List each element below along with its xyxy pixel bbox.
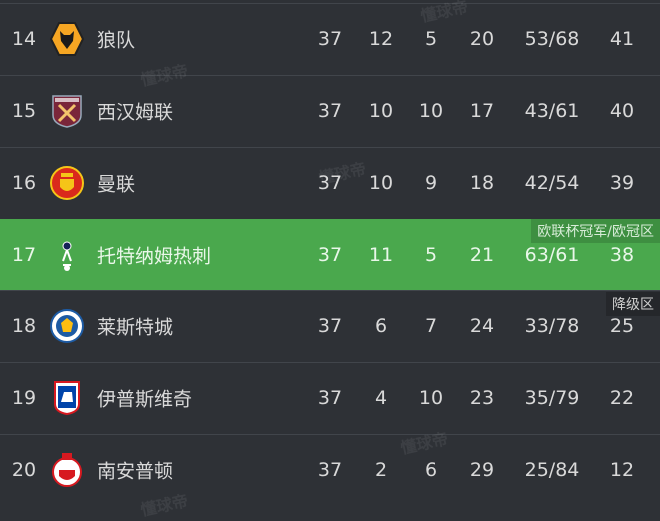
won-value: 10: [368, 100, 394, 122]
goals-value: 43/61: [524, 100, 580, 122]
team-name[interactable]: 曼联: [97, 173, 136, 196]
lost-value: 21: [469, 243, 495, 266]
goals-value: 53/68: [524, 28, 580, 50]
team-name[interactable]: 西汉姆联: [97, 101, 174, 124]
played-value: 37: [317, 459, 343, 481]
drawn-value: 10: [418, 387, 444, 409]
table-row[interactable]: 17 托特纳姆热刺 37 11 5 21 63/61 38 欧联杯冠军/欧冠区: [0, 219, 660, 290]
points-value: 25: [609, 315, 635, 337]
played-value: 37: [317, 243, 343, 266]
played-value: 37: [317, 100, 343, 122]
played-value: 37: [317, 315, 343, 337]
table-row[interactable]: 14 狼队 37 12 5 20 53/68 41: [0, 3, 660, 74]
rank: 14: [11, 28, 37, 50]
points-value: 12: [609, 459, 635, 481]
team-name[interactable]: 狼队: [97, 29, 136, 52]
won-value: 4: [374, 387, 388, 409]
table-row[interactable]: 18 莱斯特城 37 6 7 24 33/78 25 降级区: [0, 290, 660, 361]
table-row[interactable]: 15 西汉姆联 37 10 10 17 43/61 40: [0, 75, 660, 146]
played-value: 37: [317, 172, 343, 194]
drawn-value: 10: [418, 100, 444, 122]
table-row[interactable]: 16 曼联 37 10 9 18 42/54 39: [0, 147, 660, 218]
played-value: 37: [317, 28, 343, 50]
won-value: 10: [368, 172, 394, 194]
team-name[interactable]: 南安普顿: [97, 460, 174, 483]
rank: 16: [11, 172, 37, 194]
goals-value: 63/61: [524, 243, 580, 266]
team-name[interactable]: 托特纳姆热刺: [97, 245, 212, 267]
zone-badge: 降级区: [606, 292, 660, 316]
table-row[interactable]: 19 伊普斯维奇 37 4 10 23 35/79 22: [0, 362, 660, 433]
rank: 19: [11, 387, 37, 409]
man-utd-crest-icon: [49, 165, 85, 201]
won-value: 6: [374, 315, 388, 337]
lost-value: 29: [469, 459, 495, 481]
lost-value: 20: [469, 28, 495, 50]
rank: 15: [11, 100, 37, 122]
rank: 18: [11, 315, 37, 337]
points-value: 22: [609, 387, 635, 409]
points-value: 41: [609, 28, 635, 50]
tottenham-crest-icon: [49, 237, 85, 273]
goals-value: 42/54: [524, 172, 580, 194]
points-value: 40: [609, 100, 635, 122]
won-value: 11: [368, 243, 394, 266]
drawn-value: 7: [424, 315, 438, 337]
points-value: 39: [609, 172, 635, 194]
points-value: 38: [609, 243, 635, 266]
drawn-value: 5: [424, 28, 438, 50]
drawn-value: 9: [424, 172, 438, 194]
lost-value: 24: [469, 315, 495, 337]
zone-badge: 欧联杯冠军/欧冠区: [531, 219, 660, 243]
wolves-crest-icon: [49, 21, 85, 57]
drawn-value: 6: [424, 459, 438, 481]
team-name[interactable]: 伊普斯维奇: [97, 388, 193, 411]
table-row[interactable]: 20 南安普顿 37 2 6 29 25/84 12: [0, 434, 660, 505]
won-value: 2: [374, 459, 388, 481]
southampton-crest-icon: [49, 452, 85, 488]
played-value: 37: [317, 387, 343, 409]
rank: 20: [11, 459, 37, 481]
drawn-value: 5: [424, 243, 438, 266]
won-value: 12: [368, 28, 394, 50]
ipswich-crest-icon: [49, 380, 85, 416]
west-ham-crest-icon: [49, 93, 85, 129]
rank: 17: [11, 243, 37, 266]
leicester-crest-icon: [49, 308, 85, 344]
lost-value: 17: [469, 100, 495, 122]
goals-value: 33/78: [524, 315, 580, 337]
lost-value: 23: [469, 387, 495, 409]
goals-value: 25/84: [524, 459, 580, 481]
goals-value: 35/79: [524, 387, 580, 409]
team-name[interactable]: 莱斯特城: [97, 316, 174, 339]
lost-value: 18: [469, 172, 495, 194]
